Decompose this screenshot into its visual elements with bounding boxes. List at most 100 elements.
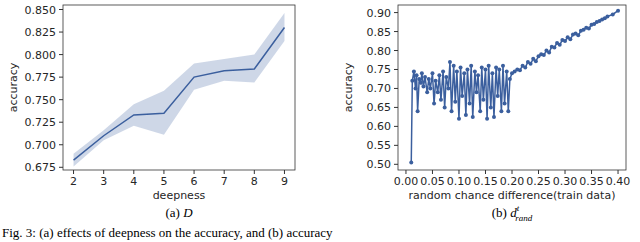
point [413,86,417,90]
point [496,94,500,98]
tick-label: 3 [100,175,107,188]
tick-label: 0.800 [25,49,57,62]
figure-caption: Fig. 3: (a) effects of deepness on the a… [2,225,333,240]
point [410,79,414,83]
point [576,33,580,37]
tick [59,99,63,100]
line [74,28,285,161]
point [529,62,533,66]
tick [618,170,619,174]
tick [194,170,195,174]
tick [59,167,63,168]
tick [394,88,398,89]
tick [394,69,398,70]
point [432,102,436,106]
tick-label: 4 [130,175,137,188]
tick [59,54,63,55]
chart: 0.500.550.600.650.700.750.800.850.900.00… [342,5,630,223]
point [459,66,463,70]
point [443,105,447,109]
tick [591,170,592,174]
subcaption: (b) dtrand [492,203,533,223]
subcaption-sub: rand [515,213,533,223]
tick [133,170,134,174]
point [489,105,493,109]
tick-label: 0.65 [367,101,392,114]
point [446,86,450,90]
point [483,67,487,71]
point [428,86,432,90]
tick-label: 0.10 [447,175,472,188]
point [434,79,438,83]
point [455,69,459,73]
tick [394,50,398,51]
point [427,77,431,81]
subcaption-symbol: D [182,205,193,220]
chart: 0.6750.7000.7250.7500.7750.8000.8250.850… [7,4,295,220]
point [523,66,527,70]
point [473,69,477,73]
point [534,59,538,63]
tick [59,32,63,33]
point [616,9,620,13]
point [497,67,501,71]
subcaption-sup: t [517,203,520,213]
tick-label: 7 [221,175,228,188]
point [480,66,484,70]
y-axis-label: accuracy [342,62,355,112]
tick [59,9,63,10]
tick-label: 0.850 [25,4,57,17]
tick-label: 0.775 [25,71,57,84]
tick [394,12,398,13]
tick-label: 0.85 [367,26,392,39]
point [419,81,423,85]
point [453,100,457,104]
point [501,64,505,68]
point [471,115,475,119]
subcaption-prefix: (a) [165,205,183,220]
tick-label: 0.80 [367,45,392,58]
tick-label: 0.15 [473,175,498,188]
tick [103,170,104,174]
point [505,69,509,73]
point [425,90,429,94]
point [430,71,434,75]
tick [254,170,255,174]
point [448,60,452,64]
plot-area [74,13,285,166]
tick-label: 0.675 [25,161,57,174]
tick [394,145,398,146]
tick [458,170,459,174]
figure: 0.6750.7000.7250.7500.7750.8000.8250.850… [0,0,640,242]
point [409,160,413,164]
point [462,71,466,75]
point [481,98,485,102]
tick [394,126,398,127]
tick-label: 0.825 [25,26,57,39]
tick-label: 0.75 [367,63,392,76]
point [439,98,443,102]
point [490,71,494,75]
point [412,69,416,73]
tick [59,144,63,145]
point [416,109,420,113]
tick [284,170,285,174]
tick-label: 0.60 [367,120,392,133]
tick-label: 8 [251,175,258,188]
plot-area [409,9,620,165]
tick [394,164,398,165]
subcaption-prefix: (b) [492,205,510,220]
tick-label: 0.725 [25,116,57,129]
tick-label: 0.700 [25,139,57,152]
point [547,50,551,54]
line [411,11,618,163]
tick-label: 0.90 [367,7,392,20]
tick-label: 0.35 [579,175,604,188]
point [444,75,448,79]
point [423,75,427,79]
point [485,117,489,121]
confidence-band [74,13,285,166]
point [503,102,507,106]
tick [73,170,74,174]
point [465,67,469,71]
